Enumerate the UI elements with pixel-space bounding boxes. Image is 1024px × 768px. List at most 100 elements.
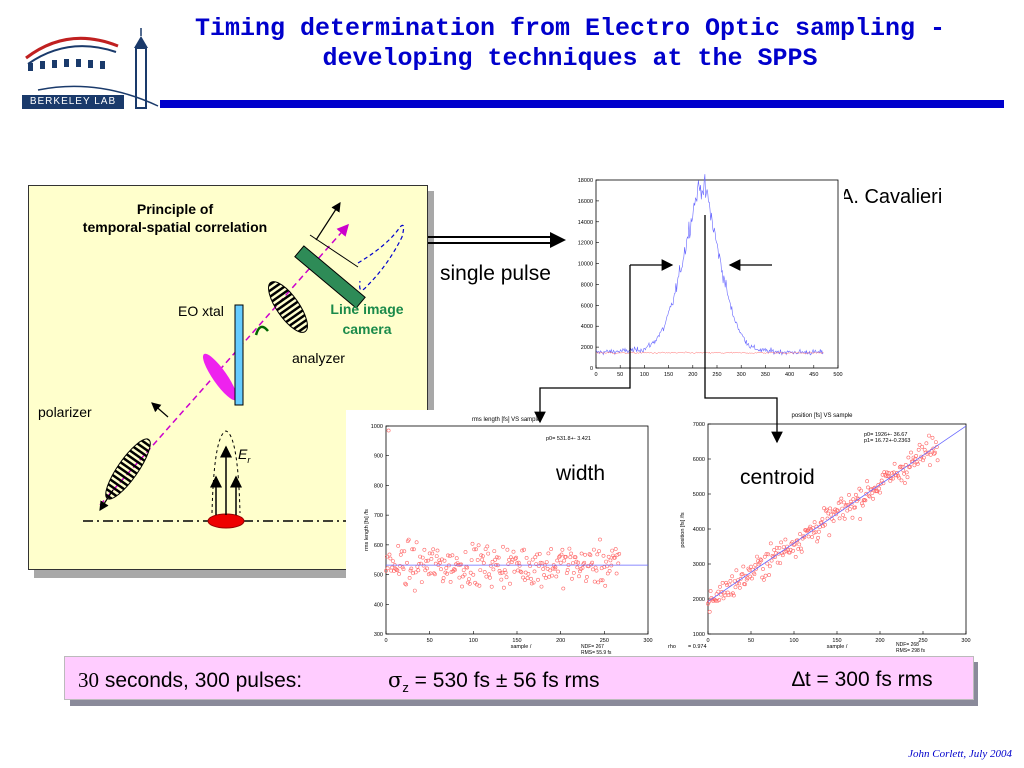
y-tick-label: 900 xyxy=(374,454,383,460)
data-point xyxy=(777,545,782,550)
x-tick-label: 50 xyxy=(748,638,754,644)
data-point xyxy=(560,547,565,552)
data-point xyxy=(601,553,606,558)
x-tick-label: 100 xyxy=(789,638,798,644)
title-rule xyxy=(160,100,1004,108)
summary-box xyxy=(64,656,974,700)
data-point xyxy=(761,567,765,571)
data-point xyxy=(486,551,491,556)
data-point xyxy=(553,565,558,570)
eo-crystal xyxy=(234,304,244,406)
data-point xyxy=(577,569,582,574)
x-tick-label: 150 xyxy=(512,638,521,644)
data-point xyxy=(617,551,622,556)
data-point xyxy=(750,576,754,581)
data-point xyxy=(924,441,929,446)
data-point xyxy=(749,564,753,569)
data-point xyxy=(740,572,745,576)
data-point xyxy=(496,555,501,560)
data-point xyxy=(588,553,593,558)
field-symbol: E xyxy=(238,446,248,462)
data-point xyxy=(796,547,801,551)
data-point xyxy=(616,561,621,566)
signature: John Corlett, July 2004 xyxy=(908,748,1012,760)
centroid-plot-title: position [fs] VS sample xyxy=(791,413,853,419)
data-point xyxy=(898,464,903,469)
data-point xyxy=(706,601,710,606)
principle-title: Principle of temporal-spatial correlatio… xyxy=(40,200,310,236)
data-point xyxy=(532,569,537,574)
data-point xyxy=(849,502,854,506)
data-point xyxy=(586,564,591,569)
data-point xyxy=(505,547,510,552)
data-point xyxy=(494,555,499,560)
data-point xyxy=(433,572,437,577)
x-tick-label: 250 xyxy=(600,638,609,644)
x-tick-label: 300 xyxy=(737,372,746,378)
data-point xyxy=(549,547,554,551)
data-point xyxy=(501,544,505,549)
data-point xyxy=(413,570,418,575)
data-point xyxy=(859,488,864,493)
data-point xyxy=(884,470,889,475)
connector-arrows xyxy=(534,215,783,444)
data-point xyxy=(528,564,533,568)
x-tick-label: 100 xyxy=(640,372,649,378)
data-point xyxy=(765,561,770,566)
data-point xyxy=(899,478,904,483)
data-point xyxy=(716,589,721,594)
y-tick-label: 12000 xyxy=(578,241,593,247)
data-point xyxy=(896,473,901,478)
data-point xyxy=(492,549,497,554)
data-point xyxy=(509,560,514,565)
x-tick-label: 150 xyxy=(832,638,841,644)
single-pulse-plot: 0 50 100 150 200 250 300 350 400 450 500 0 2000 4000 6… xyxy=(572,172,844,382)
data-point xyxy=(490,559,495,564)
data-point xyxy=(769,558,774,563)
data-point xyxy=(416,568,421,573)
analyzer xyxy=(268,281,308,333)
slide-title-line2: developing techniques at the SPPS xyxy=(322,44,818,73)
line-camera xyxy=(294,245,366,309)
data-point xyxy=(499,577,504,582)
centroid-plot-rho-label: rho xyxy=(668,644,676,650)
data-point xyxy=(837,516,842,521)
background-series xyxy=(595,351,824,355)
y-tick-label: 3000 xyxy=(693,562,705,568)
summary-duration-number: 30 xyxy=(78,668,99,692)
data-point xyxy=(484,574,489,579)
data-point xyxy=(732,579,737,584)
data-point xyxy=(748,574,753,579)
data-point xyxy=(530,557,535,562)
data-point xyxy=(917,442,922,447)
summary-sigma-sub: z xyxy=(402,680,409,696)
data-point xyxy=(597,549,602,554)
data-point xyxy=(522,547,526,552)
data-point xyxy=(386,428,391,433)
data-point xyxy=(554,574,559,579)
data-point xyxy=(447,554,452,559)
data-point xyxy=(759,558,764,563)
data-point xyxy=(737,581,741,586)
y-tick-label: 400 xyxy=(374,602,383,608)
data-point xyxy=(390,565,395,570)
data-point xyxy=(538,560,543,565)
data-point xyxy=(522,578,527,582)
centroid-label: centroid xyxy=(740,466,815,489)
data-point xyxy=(856,497,861,502)
data-point xyxy=(563,554,568,559)
x-tick-label: 250 xyxy=(712,372,721,378)
data-point xyxy=(841,513,845,518)
centroid-plot-fit-p1: p1= 16.72+-0.2363 xyxy=(864,438,911,444)
logo-text: BERKELEY LAB xyxy=(22,95,124,109)
data-point xyxy=(864,491,869,496)
data-point xyxy=(475,558,480,562)
data-point xyxy=(611,553,616,558)
data-point xyxy=(587,552,592,557)
data-point xyxy=(897,465,902,470)
y-tick-label: 7000 xyxy=(693,422,705,428)
data-point xyxy=(933,440,938,444)
data-point xyxy=(488,563,493,568)
data-point xyxy=(485,544,490,549)
data-point xyxy=(404,582,409,587)
